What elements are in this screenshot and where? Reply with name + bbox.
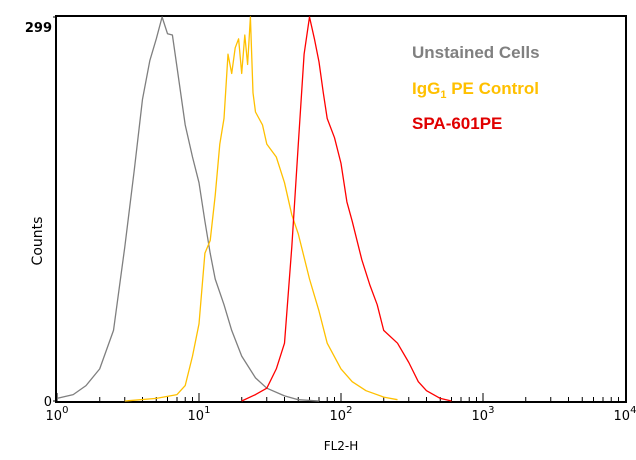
x-tick-base: 10 <box>614 409 631 424</box>
x-tick-base: 10 <box>330 409 347 424</box>
x-tick-exponent: 2 <box>346 405 352 416</box>
x-tick-base: 10 <box>46 409 63 424</box>
legend-igg-main: IgG <box>412 79 440 98</box>
y-tick-labels: 299 0 <box>25 16 57 410</box>
x-tick-base: 10 <box>472 409 489 424</box>
y-tick-label-max: 299 <box>25 21 52 36</box>
x-tick-label: 102 <box>330 405 353 424</box>
series-line-igg1-pe-control <box>124 16 398 402</box>
legend-spa: SPA-601PE <box>412 114 502 133</box>
x-axis-label: FL2-H <box>324 439 359 453</box>
x-tick-labels: 100 101 102 103 104 <box>46 405 636 424</box>
x-tick-exponent: 1 <box>204 405 210 416</box>
x-tick-exponent: 0 <box>62 405 68 416</box>
x-tick-label: 100 <box>46 405 69 424</box>
plot-area-border <box>55 15 627 403</box>
legend: Unstained Cells IgG1 PE Control SPA-601P… <box>412 43 540 133</box>
legend-unstained: Unstained Cells <box>412 43 540 62</box>
x-tick-label: 103 <box>472 405 495 424</box>
x-tick-exponent: 3 <box>488 405 494 416</box>
x-tick-base: 10 <box>188 409 205 424</box>
y-axis-label: Counts <box>30 217 46 266</box>
x-tick-label: 101 <box>188 405 211 424</box>
series-line-spa-601pe <box>241 16 452 402</box>
y-tick-label-min: 0 <box>44 395 52 410</box>
series-group <box>56 16 452 402</box>
series-line-unstained-cells <box>56 16 320 402</box>
x-tick-exponent: 4 <box>630 405 636 416</box>
x-tick-label: 104 <box>614 405 636 424</box>
legend-igg: IgG1 PE Control <box>412 79 539 101</box>
legend-igg-subscript: 1 <box>440 89 446 101</box>
legend-igg-rest: PE Control <box>446 79 539 98</box>
